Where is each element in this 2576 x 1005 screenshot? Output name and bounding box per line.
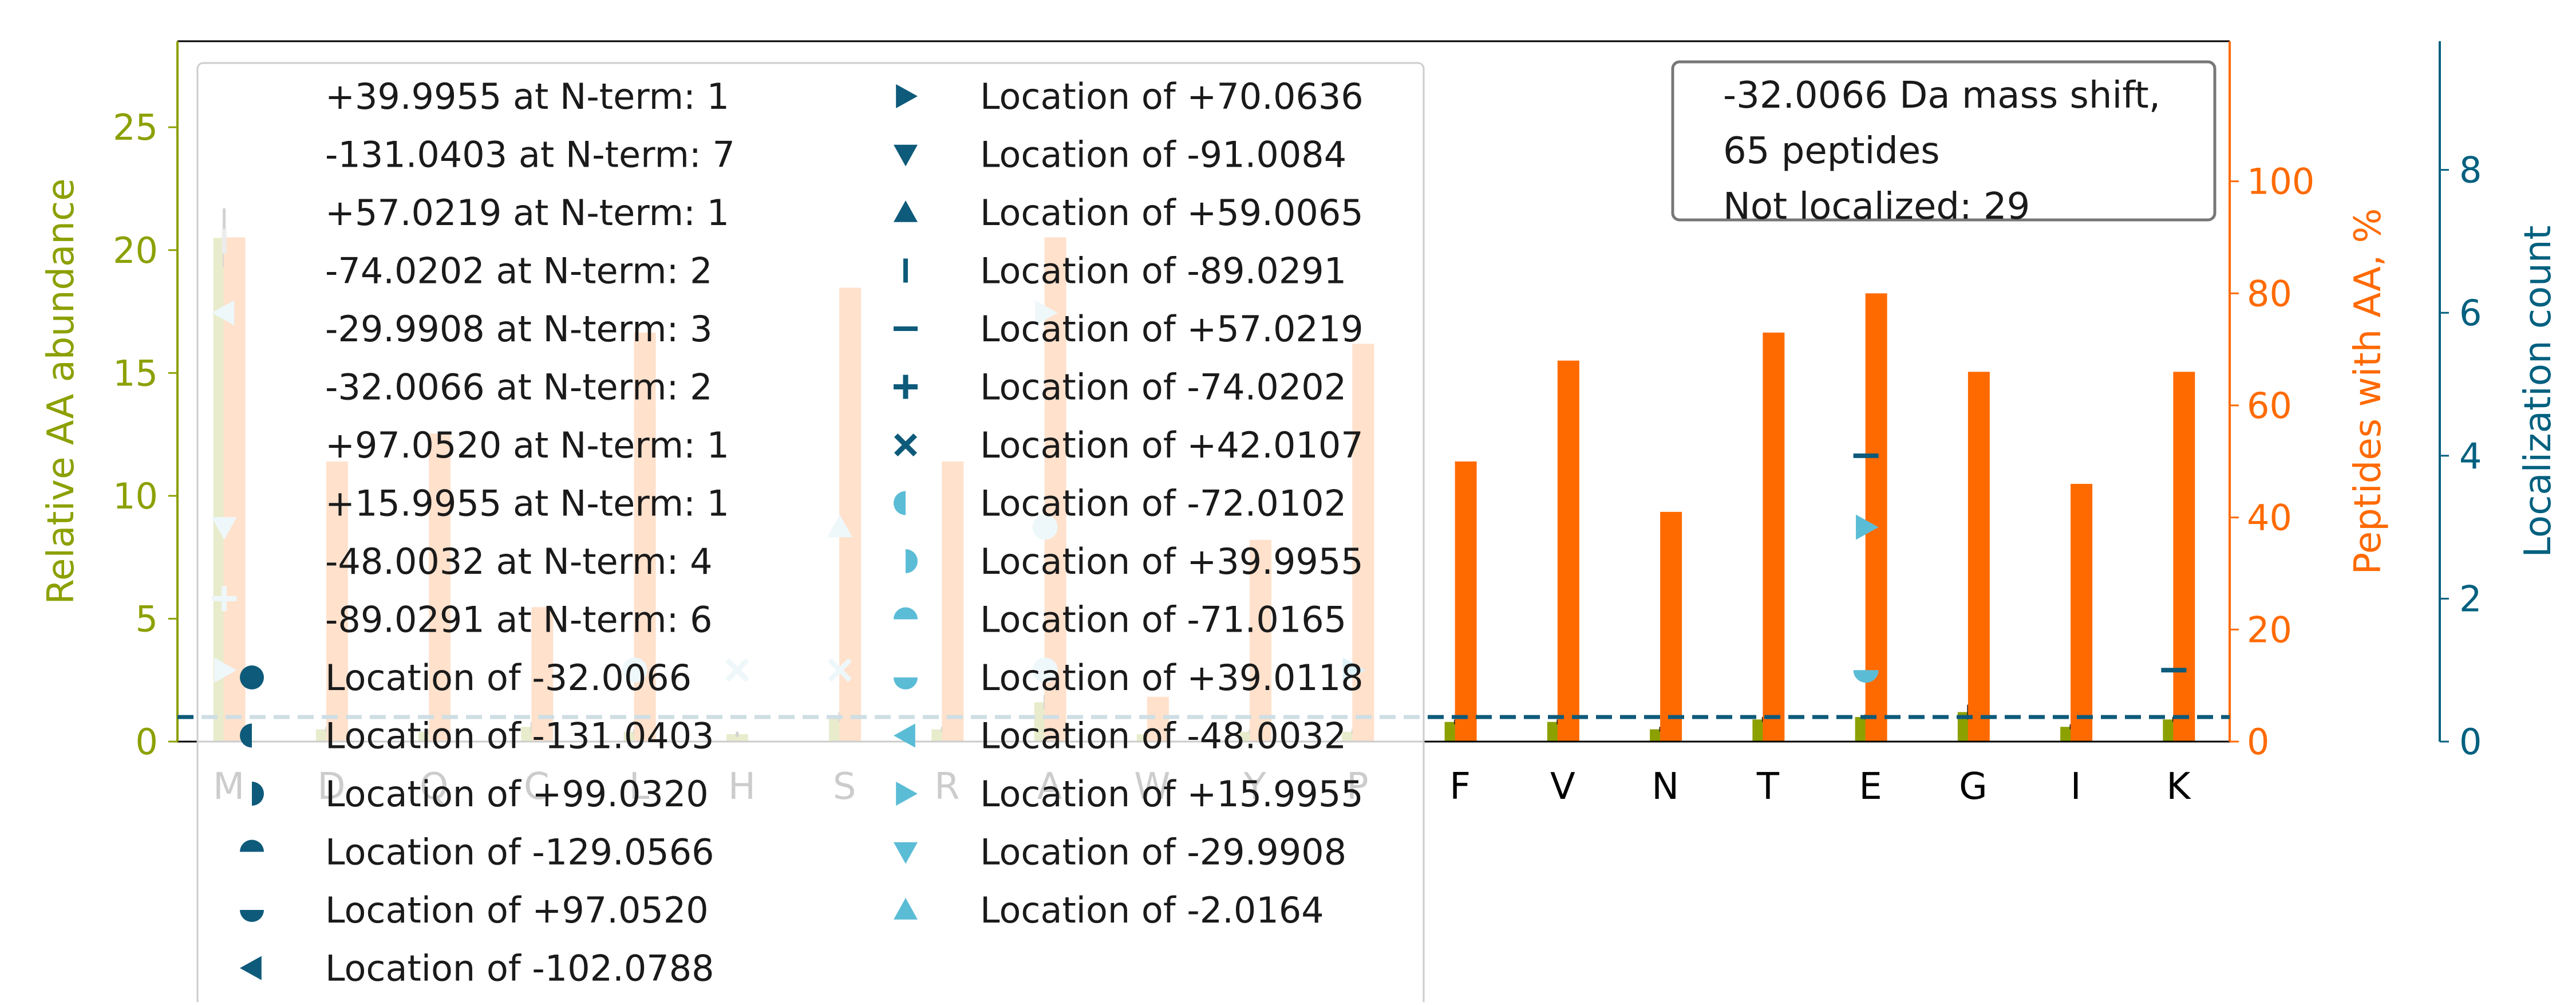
x-axis-tick-label: N xyxy=(1652,766,1679,808)
peptides-bar xyxy=(1660,511,1682,742)
legend-item-label: Location of -74.0202 xyxy=(980,366,1346,408)
legend-item-label: Location of +59.0065 xyxy=(980,192,1364,234)
far-right-axis-tick-label: 0 xyxy=(2459,721,2482,763)
legend-item-label: Location of -102.0788 xyxy=(325,948,714,990)
info-box-frame xyxy=(1671,60,2217,222)
legend-marker xyxy=(894,723,915,748)
x-axis-tick-label: I xyxy=(2071,766,2081,808)
legend-item-label: Location of +97.0520 xyxy=(325,889,709,931)
legend-item-label: Location of +39.9955 xyxy=(980,541,1364,582)
info-box-line: -32.0066 Da mass shift, xyxy=(1723,74,2160,117)
legend-item-label: +57.0219 at N-term: 1 xyxy=(325,192,729,234)
left-axis-tick-label: 15 xyxy=(113,352,158,394)
far-right-axis-tick-label: 6 xyxy=(2459,292,2482,334)
peptides-bar xyxy=(2173,372,2195,742)
peptides-bar xyxy=(1865,293,1887,742)
left-axis-tick-label: 0 xyxy=(136,721,158,763)
axes-layer: 0 5 10 15 20 25 0 20 40 60 80 100 0 2 4 6 8 Relative AA a… xyxy=(40,40,2559,808)
legend-item-label: Location of +15.9955 xyxy=(980,773,1364,815)
legend-item-label: Location of +57.0219 xyxy=(980,308,1364,350)
legend-marker xyxy=(894,677,918,689)
info-box: -32.0066 Da mass shift, 65 peptides Not lo… xyxy=(1671,60,2217,228)
legend-item-label: -74.0202 at N-term: 2 xyxy=(325,250,713,292)
legend-item-label: Location of -129.0566 xyxy=(325,831,714,873)
legend-marker xyxy=(894,607,918,620)
legend-item-label: +97.0520 at N-term: 1 xyxy=(325,424,729,466)
legend-item-label: Location of +99.0320 xyxy=(325,773,709,815)
legend-item-label: Location of -32.0066 xyxy=(325,657,692,699)
far-right-axis-tick-label: 2 xyxy=(2459,578,2482,620)
legend-marker xyxy=(240,723,252,748)
left-axis-tick-label: 5 xyxy=(136,598,158,640)
right-axis-tick-label: 100 xyxy=(2247,161,2314,203)
x-axis-tick-label: E xyxy=(1859,766,1882,808)
legend-item-label: Location of -89.0291 xyxy=(980,250,1346,292)
info-box-line: 65 peptides xyxy=(1723,130,1940,172)
info-box-line: Not localized: 29 xyxy=(1723,186,2030,228)
x-axis-tick-label: V xyxy=(1550,766,1575,808)
legend-marker xyxy=(240,910,264,922)
localization-marker xyxy=(1856,514,1879,540)
legend-marker xyxy=(894,200,918,222)
legend-item-label: Location of -71.0165 xyxy=(980,599,1346,641)
left-axis-title: Relative AA abundance xyxy=(40,178,82,604)
far-right-axis-tick-label: 8 xyxy=(2459,149,2482,191)
legend-item-label: Location of -2.0164 xyxy=(980,889,1324,931)
legend-item-label: Location of -131.0403 xyxy=(325,715,714,757)
right-axis-tick-label: 60 xyxy=(2247,385,2292,427)
right-axis-tick-label: 80 xyxy=(2247,273,2292,314)
left-axis-tick-label: 20 xyxy=(113,230,158,271)
right-axis-tick-label: 40 xyxy=(2247,497,2292,539)
legend-item-label: Location of +42.0107 xyxy=(980,424,1364,466)
legend-marker xyxy=(252,782,264,806)
legend-item-label: Location of -91.0084 xyxy=(980,134,1346,176)
legend-frame xyxy=(196,62,1425,1005)
left-axis-tick-label: 10 xyxy=(113,475,158,517)
legend-item-label: -29.9908 at N-term: 3 xyxy=(325,308,713,350)
peptides-bar xyxy=(2071,483,2093,742)
legend-marker xyxy=(894,144,918,167)
legend-item-label: Location of +39.0118 xyxy=(980,657,1364,699)
legend-marker xyxy=(894,433,917,456)
far-right-axis-title: Localization count xyxy=(2517,226,2559,558)
x-axis-tick-label: T xyxy=(1756,766,1780,808)
x-axis-tick-label: F xyxy=(1449,766,1471,808)
legend-marker xyxy=(240,840,264,852)
legend-item-label: -131.0403 at N-term: 7 xyxy=(325,134,735,176)
legend: +39.9955 at N-term: 1 -131.0403 at N-term… xyxy=(196,62,1425,1005)
legend-item-label: -89.0291 at N-term: 6 xyxy=(325,599,713,641)
legend-marker xyxy=(896,782,918,806)
peptides-bar xyxy=(1763,332,1785,742)
legend-item-label: +15.9955 at N-term: 1 xyxy=(325,483,729,525)
legend-item-label: Location of -48.0032 xyxy=(980,715,1346,757)
legend-marker xyxy=(894,898,918,920)
x-axis-tick-label: K xyxy=(2166,766,2191,808)
legend-marker xyxy=(894,842,918,864)
legend-marker xyxy=(896,84,918,108)
legend-marker xyxy=(240,956,262,980)
peptides-bar xyxy=(1455,461,1477,742)
left-axis-tick-label: 25 xyxy=(113,107,158,148)
legend-marker xyxy=(894,491,906,515)
peptides-bar xyxy=(1967,372,1990,742)
localization-marker xyxy=(1853,670,1879,683)
far-right-axis-tick-label: 4 xyxy=(2459,435,2482,477)
x-axis-tick-label: G xyxy=(1959,766,1988,808)
right-axis-tick-label: 0 xyxy=(2247,721,2269,763)
legend-marker xyxy=(240,665,264,689)
legend-marker xyxy=(906,549,918,573)
right-axis-title: Peptides with AA, % xyxy=(2347,208,2389,575)
legend-item-label: Location of -29.9908 xyxy=(980,831,1346,873)
legend-marker xyxy=(894,375,918,399)
legend-item-label: Location of +70.0636 xyxy=(980,76,1364,117)
peptides-bar xyxy=(1557,360,1579,742)
legend-item-label: Location of -72.0102 xyxy=(980,483,1346,525)
legend-item-label: -48.0032 at N-term: 4 xyxy=(325,541,713,582)
right-axis-tick-label: 20 xyxy=(2247,609,2292,651)
legend-item-label: +39.9955 at N-term: 1 xyxy=(325,76,729,117)
legend-item-label: -32.0066 at N-term: 2 xyxy=(325,366,713,408)
